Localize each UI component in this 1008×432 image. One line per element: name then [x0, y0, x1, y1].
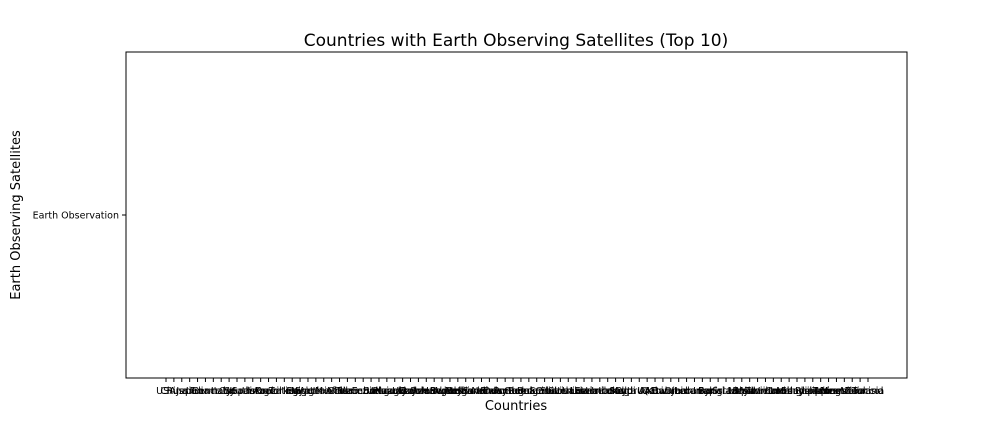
x-tick-label: Czech Republic	[398, 386, 470, 397]
x-tick-label: South Korea	[224, 386, 282, 397]
x-tick-label: Netherlands	[445, 386, 503, 397]
x-tick-label: Bangladesh	[698, 386, 754, 397]
x-tick-label: Argentina	[253, 386, 299, 397]
x-tick-label: Algeria	[299, 386, 332, 397]
y-axis-label: Earth Observing Satellites	[9, 130, 24, 300]
x-tick-label: Japan	[175, 386, 203, 397]
x-tick-label: Greece	[504, 386, 538, 397]
x-tick-label: Romania	[508, 386, 550, 397]
x-tick-label: Pakistan	[698, 386, 738, 397]
x-tick-label: Slovenia	[540, 386, 580, 397]
x-tick-label: Lithuania	[554, 386, 598, 397]
x-tick-label: China	[160, 386, 187, 397]
x-tick-label: Serbia	[529, 386, 559, 397]
x-tick-label: Sweden	[463, 386, 501, 397]
x-tick-label: Spain	[232, 386, 259, 397]
y-tick-label: Earth Observation	[33, 211, 119, 222]
x-tick-label: Lebanon	[674, 386, 715, 397]
x-tick-label: Thailand	[744, 386, 786, 397]
x-tick-label: Venezuela	[339, 386, 388, 397]
x-tick-label: Tunisia	[851, 386, 884, 397]
x-tick-label: India	[186, 386, 209, 397]
x-tick-label: Brazil	[255, 386, 282, 397]
y-axis: Earth Observation	[33, 211, 126, 222]
x-tick-label: New Zealand	[821, 386, 883, 397]
x-tick-label: Oman	[664, 386, 693, 397]
x-tick-label: Iceland	[598, 386, 632, 397]
x-tick-label: Nepal	[728, 386, 755, 397]
x-tick-label: Bahrain	[652, 386, 689, 397]
x-tick-label: Syria	[698, 386, 722, 397]
x-tick-label: Cambodia	[765, 386, 813, 397]
x-tick-label: Bulgaria	[517, 386, 556, 397]
x-tick-label: Latvia	[570, 386, 599, 397]
x-tick-label: Croatia	[535, 386, 569, 397]
x-tick-label: Luxembourg	[570, 386, 629, 397]
x-tick-label: Switzerland	[430, 386, 485, 397]
x-tick-label: France	[190, 386, 222, 397]
x-tick-label: Slovakia	[548, 386, 588, 397]
x-tick-label: Ecuador	[352, 386, 391, 397]
chart-title: Countries with Earth Observing Satellite…	[304, 31, 729, 51]
x-tick-label: Malaysia	[776, 386, 818, 397]
x-tick-label: Ireland	[591, 386, 624, 397]
x-tick-label: Norway	[471, 386, 507, 397]
x-tick-label: Kazakhstan	[375, 386, 430, 397]
x-tick-label: Denmark	[483, 386, 527, 397]
x-tick-label: Portugal	[493, 386, 532, 397]
x-tick-label: Ukraine	[392, 386, 429, 397]
x-tick-label: Kuwait	[647, 386, 679, 397]
x-tick-label: Taiwan	[811, 386, 844, 397]
x-tick-label: Qatar	[642, 386, 669, 397]
x-tick-label: Peru	[337, 386, 358, 397]
x-tick-label: USA	[156, 386, 176, 397]
x-tick-label: Bolivia	[363, 386, 395, 397]
x-axis-label: Countries	[485, 399, 548, 414]
x-tick-label: Morocco	[840, 386, 880, 397]
x-tick-label: Australia	[823, 386, 865, 397]
x-tick-label: Laos	[770, 386, 792, 397]
x-tick-label: Singapore	[781, 386, 829, 397]
x-tick-label: Chile	[328, 386, 352, 397]
x-tick-label: UK	[223, 386, 237, 397]
x-tick-label: Hungary	[422, 386, 463, 397]
x-tick-label: Vietnam	[754, 386, 794, 397]
x-tick-label: Cyprus	[615, 386, 648, 397]
x-tick-label: Bhutan	[733, 386, 767, 397]
x-tick-label: Belarus	[401, 386, 437, 397]
x-tick-label: Estonia	[574, 386, 609, 397]
plot-area	[125, 51, 908, 379]
x-tick-label: Saudi Arabia	[609, 386, 669, 397]
x-tick-label: Iraq	[693, 386, 712, 397]
x-tick-label: Mongolia	[815, 386, 858, 397]
x-tick-label: Iran	[283, 386, 302, 397]
x-tick-label: Philippines	[795, 386, 846, 397]
x-tick-label: Uruguay	[367, 386, 408, 397]
x-tick-label: Belgium	[446, 386, 485, 397]
x-tick-label: Canada	[219, 386, 255, 397]
x-tick-label: Turkey	[268, 386, 300, 397]
x-tick-label: Poland	[410, 386, 442, 397]
x-tick-label: UAE	[637, 386, 656, 397]
x-axis: USAChinaRussiaJapanIndiaFranceGermanyIta…	[156, 378, 884, 397]
x-tick-label: South Africa	[295, 386, 353, 397]
x-tick-label: Indonesia	[790, 386, 836, 397]
x-tick-label: Italy	[211, 386, 232, 397]
x-tick-label: Germany	[191, 386, 235, 397]
x-tick-label: Sri Lanka	[712, 386, 756, 397]
x-tick-label: Colombia	[333, 386, 378, 397]
x-tick-label: Mexico	[315, 386, 348, 397]
x-tick-label: Paraguay	[373, 386, 418, 397]
x-tick-label: Jordan	[670, 386, 701, 397]
x-tick-label: Russia	[166, 386, 197, 397]
x-tick-label: Israel	[248, 386, 274, 397]
x-tick-label: Nigeria	[291, 386, 325, 397]
x-tick-label: Austria	[433, 386, 467, 397]
x-tick-label: Myanmar	[735, 386, 780, 397]
x-tick-label: Finland	[480, 386, 514, 397]
x-tick-label: Malta	[610, 386, 636, 397]
x-tick-label: Egypt	[286, 386, 314, 397]
